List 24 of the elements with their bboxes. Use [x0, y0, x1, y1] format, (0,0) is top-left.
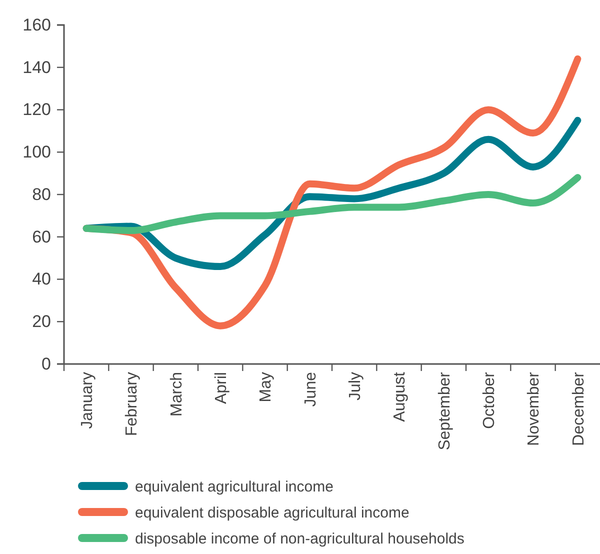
legend-label: disposable income of non-agricultural households	[135, 530, 464, 548]
x-tick-label: June	[302, 372, 320, 407]
y-tick-label: 120	[22, 100, 51, 120]
legend-label: equivalent disposable agricultural income	[135, 504, 410, 522]
y-tick-label: 80	[32, 184, 51, 204]
x-tick-label: November	[526, 371, 543, 446]
legend-label: equivalent agricultural income	[135, 478, 334, 496]
y-tick-label: 140	[22, 58, 51, 77]
x-tick-label: December	[570, 371, 588, 446]
y-tick-label: 40	[32, 270, 51, 289]
x-tick-label: August	[392, 371, 409, 422]
y-tick-label: 160	[22, 15, 51, 34]
y-tick-label: 0	[42, 354, 51, 374]
x-tick-label: July	[346, 372, 364, 400]
x-tick-label: October	[480, 371, 498, 429]
y-tick-label: 20	[32, 312, 51, 332]
x-tick-label: February	[124, 372, 141, 436]
x-tick-label: May	[258, 372, 275, 402]
y-tick-label: 60	[32, 227, 51, 246]
x-tick-label: January	[78, 372, 96, 429]
y-tick-label: 100	[22, 142, 51, 162]
x-tick-label: September	[436, 371, 454, 450]
x-tick-label: March	[168, 372, 186, 416]
x-tick-label: April	[212, 372, 230, 404]
